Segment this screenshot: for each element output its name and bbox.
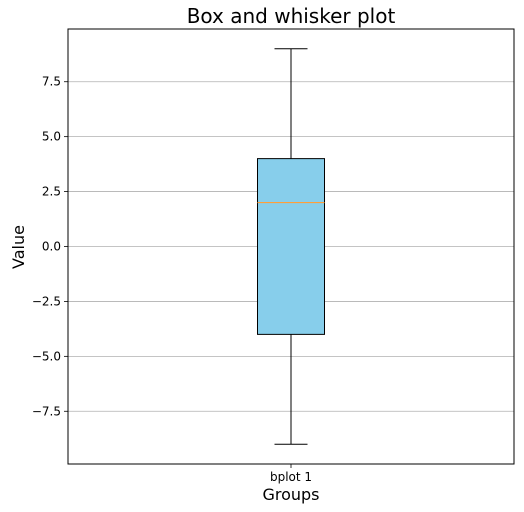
- x-axis-ticks: bplot 1: [270, 464, 312, 484]
- y-tick-label: 0.0: [42, 240, 61, 254]
- y-tick-label: 7.5: [42, 75, 61, 89]
- y-axis-label: Value: [9, 225, 28, 269]
- y-tick-label: −7.5: [32, 404, 61, 418]
- y-tick-label: 5.0: [42, 130, 61, 144]
- box-series: [257, 48, 325, 445]
- x-axis-label: Groups: [262, 485, 319, 504]
- chart-title: Box and whisker plot: [187, 4, 396, 28]
- box-group: [257, 48, 325, 445]
- x-tick-label: bplot 1: [270, 470, 312, 484]
- y-axis-ticks: −7.5 −5.0 −2.5 0.0 2.5 5.0 7.5: [32, 75, 68, 418]
- plot-area-frame: [67, 28, 515, 465]
- y-tick-label: 2.5: [42, 185, 61, 199]
- y-tick-label: −2.5: [32, 294, 61, 308]
- box-iqr: [257, 158, 325, 335]
- y-tick-label: −5.0: [32, 349, 61, 363]
